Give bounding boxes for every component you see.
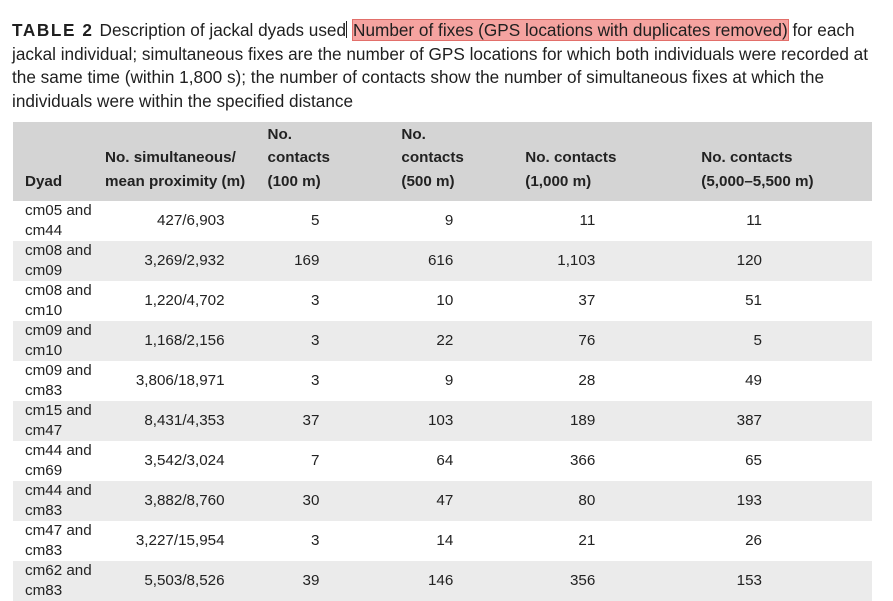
cell-contacts-100m: 3 [310,332,320,349]
text-cursor [346,21,348,38]
cell-dyad: cm44 and cm83 [25,482,92,519]
cell-contacts-1000m: 37 [578,292,596,309]
jackal-dyads-table: Dyad No. simultaneous/ mean proximity (m… [13,122,872,601]
table-row: cm44 and cm83 3,882/8,760 30 47 80 193 [13,481,872,521]
cell-contacts-500m: 9 [444,372,454,389]
cell-contacts-100m: 39 [302,572,320,589]
cell-simultaneous: 3,882/8,760 [144,492,225,509]
header-contacts-1000m: No. contacts (1,000 m) [525,122,701,201]
cell-dyad: cm09 and cm10 [25,322,92,359]
cell-simultaneous: 5,503/8,526 [144,572,225,589]
cell-contacts-100m: 7 [310,452,320,469]
table-row: cm47 and cm83 3,227/15,954 3 14 21 26 [13,521,872,561]
cell-dyad: cm44 and cm69 [25,442,92,479]
header-line: contacts [267,149,331,166]
header-contacts-100m: No. contacts (100 m) [268,122,402,201]
cell-contacts-1000m: 1,103 [557,252,596,269]
header-line: No. contacts [701,149,793,166]
cell-simultaneous: 3,227/15,954 [135,532,225,549]
header-line: No. contacts [525,149,617,166]
cell-contacts-5000m: 387 [736,412,762,429]
caption-text-after: for each jackal individual; simultaneous… [12,20,869,111]
caption-text-before: Description of jackal dyads used [99,20,347,40]
cell-contacts-5000m: 49 [745,372,762,389]
cell-dyad: cm08 and cm10 [25,282,92,319]
cell-contacts-1000m: 76 [578,332,596,349]
cell-dyad: cm62 and cm83 [25,562,92,599]
cell-simultaneous: 3,806/18,971 [135,372,225,389]
cell-contacts-500m: 146 [427,572,454,589]
cell-contacts-5000m: 65 [745,452,762,469]
cell-contacts-500m: 47 [436,492,454,509]
cell-contacts-5000m: 26 [745,532,762,549]
cell-simultaneous: 8,431/4,353 [144,412,225,429]
cell-simultaneous: 3,542/3,024 [144,452,225,469]
cell-simultaneous: 1,220/4,702 [144,292,225,309]
cell-contacts-500m: 9 [444,212,454,229]
cell-contacts-1000m: 21 [578,532,596,549]
cell-contacts-500m: 22 [436,332,454,349]
cell-dyad: cm47 and cm83 [25,522,92,559]
header-dyad: Dyad [13,122,105,201]
cell-contacts-5000m: 51 [745,292,762,309]
cell-contacts-100m: 3 [310,532,320,549]
header-contacts-5000m: No. contacts (5,000–5,500 m) [701,122,872,201]
header-line: No. [401,125,426,143]
table-header-row: Dyad No. simultaneous/ mean proximity (m… [13,122,872,201]
cell-simultaneous: 427/6,903 [156,212,225,229]
cell-contacts-5000m: 5 [753,332,762,349]
cell-dyad: cm15 and cm47 [25,402,92,439]
cell-contacts-100m: 3 [310,372,320,389]
cell-simultaneous: 1,168/2,156 [144,332,225,349]
table-label: TABLE 2 [12,20,94,40]
header-line: Dyad [25,172,63,190]
cell-contacts-100m: 5 [310,212,320,229]
cell-contacts-1000m: 11 [579,212,596,229]
cell-contacts-500m: 616 [427,252,454,269]
cell-contacts-100m: 3 [310,292,320,309]
table-caption: TABLE 2 Description of jackal dyads used N… [12,19,884,113]
table-row: cm09 and cm10 1,168/2,156 3 22 76 5 [13,321,872,361]
cell-contacts-500m: 14 [436,532,454,549]
table-row: cm09 and cm83 3,806/18,971 3 9 28 49 [13,361,872,401]
cell-contacts-5000m: 120 [736,252,762,269]
cell-contacts-500m: 103 [427,412,454,429]
table-row: cm08 and cm09 3,269/2,932 169 616 1,103 … [13,241,872,281]
cell-contacts-1000m: 28 [578,372,596,389]
header-line: (1,000 m) [525,172,592,190]
cell-contacts-5000m: 153 [736,572,762,589]
cell-contacts-100m: 30 [302,492,320,509]
cell-dyad: cm08 and cm09 [25,242,92,279]
cell-contacts-1000m: 189 [569,412,596,429]
cell-contacts-100m: 169 [294,252,320,269]
table-row: cm08 and cm10 1,220/4,702 3 10 37 51 [13,281,872,321]
cell-contacts-1000m: 80 [578,492,596,509]
highlighted-selection[interactable]: Number of fixes (GPS locations with dupl… [352,19,789,41]
cell-dyad: cm05 and cm44 [25,202,92,239]
cell-contacts-500m: 10 [436,292,454,309]
cell-contacts-500m: 64 [436,452,454,469]
table-row: cm15 and cm47 8,431/4,353 37 103 189 387 [13,401,872,441]
header-simultaneous: No. simultaneous/ mean proximity (m) [105,122,268,201]
table-row: cm05 and cm44 427/6,903 5 9 11 11 [13,201,872,241]
cell-dyad: cm09 and cm83 [25,362,92,399]
cell-simultaneous: 3,269/2,932 [144,252,225,269]
cell-contacts-5000m: 193 [736,492,762,509]
cell-contacts-1000m: 356 [569,572,596,589]
header-line: (500 m) [401,172,455,190]
table-row: cm44 and cm69 3,542/3,024 7 64 366 65 [13,441,872,481]
cell-contacts-1000m: 366 [569,452,596,469]
header-line: contacts [401,149,464,166]
cell-contacts-5000m: 11 [746,212,762,229]
header-line: (5,000–5,500 m) [701,172,814,190]
header-line: No. simultaneous/ [105,149,236,166]
header-line: No. [267,125,293,143]
header-contacts-500m: No. contacts (500 m) [401,122,525,201]
cell-contacts-100m: 37 [302,412,320,429]
header-line: (100 m) [267,172,321,190]
header-line: mean proximity (m) [105,172,246,190]
table-row: cm62 and cm83 5,503/8,526 39 146 356 153 [13,561,872,601]
